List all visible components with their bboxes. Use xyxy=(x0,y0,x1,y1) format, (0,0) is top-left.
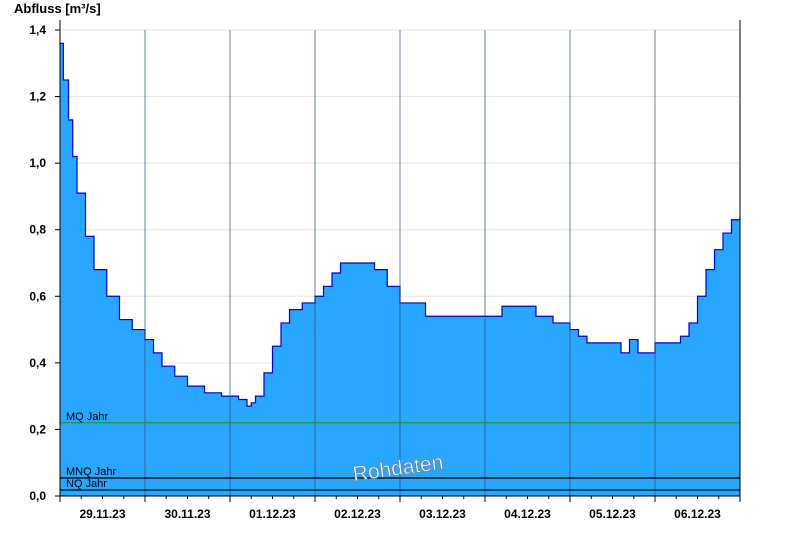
x-tick-label-1: 30.11.23 xyxy=(164,507,210,521)
y-tick-label-1: 0,2 xyxy=(29,422,46,436)
y-tick-label-6: 1,2 xyxy=(29,90,46,104)
x-tick-label-6: 05.12.23 xyxy=(589,507,636,521)
y-tick-labels: 0,0 0,2 0,4 0,6 0,8 1,0 1,2 1,4 xyxy=(29,23,60,503)
y-tick-label-2: 0,4 xyxy=(29,356,46,370)
x-tick-label-7: 06.12.23 xyxy=(674,507,721,521)
ref-label-0: MQ Jahr xyxy=(66,411,109,423)
y-tick-label-3: 0,6 xyxy=(29,289,46,303)
y-tick-label-4: 0,8 xyxy=(29,223,46,237)
y-axis-label: Abfluss [m³/s] xyxy=(14,1,101,16)
y-tick-label-0: 0,0 xyxy=(29,489,46,503)
ref-label-1: MNQ Jahr xyxy=(66,466,116,478)
day-dividers xyxy=(144,30,656,496)
x-tick-label-4: 03.12.23 xyxy=(419,507,466,521)
ref-label-2: NQ Jahr xyxy=(66,478,107,490)
x-tick-label-5: 04.12.23 xyxy=(504,507,551,521)
x-tick-label-0: 29.11.23 xyxy=(79,507,125,521)
y-tick-label-5: 1,0 xyxy=(29,156,46,170)
x-tick-labels: 29.11.23 30.11.23 01.12.23 02.12.23 03.12.23… xyxy=(59,496,741,521)
x-tick-label-2: 01.12.23 xyxy=(249,507,296,521)
y-tick-label-7: 1,4 xyxy=(29,23,46,37)
x-tick-label-3: 02.12.23 xyxy=(334,507,381,521)
